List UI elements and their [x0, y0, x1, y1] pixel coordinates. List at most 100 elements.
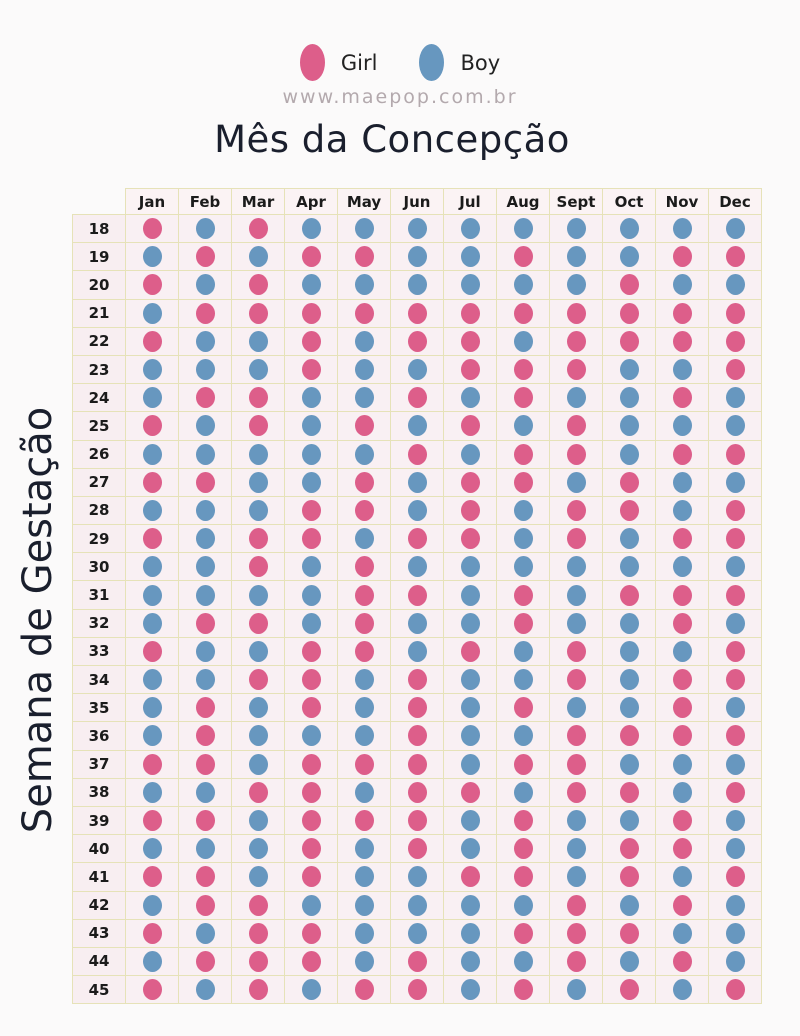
boy-dot-icon: [248, 753, 268, 775]
table-row: 23: [72, 354, 762, 385]
girl-dot-icon: [301, 330, 321, 352]
grid-cell: [496, 975, 550, 1005]
table-row: 18: [72, 213, 762, 244]
grid-cell: [337, 721, 391, 751]
table-row: 37: [72, 749, 762, 779]
girl-dot-icon: [513, 302, 533, 324]
grid-cell: [231, 608, 285, 638]
grid-cell: [337, 777, 391, 807]
grid-cell: [708, 693, 762, 723]
grid-cell: [549, 862, 603, 892]
boy-dot-icon: [195, 640, 215, 662]
grid-cell: [708, 664, 762, 695]
grid-cell: [708, 805, 762, 836]
grid-cell: [231, 890, 285, 920]
month-header-jan: Jan: [125, 188, 179, 215]
grid-cell: [549, 411, 603, 441]
boy-dot-icon: [301, 443, 321, 465]
grid-cell: [443, 495, 497, 526]
boy-dot-icon: [354, 218, 374, 240]
week-label: 26: [72, 439, 126, 469]
girl-dot-icon: [248, 302, 268, 324]
grid-cell: [284, 693, 338, 723]
girl-dot-icon: [725, 359, 745, 381]
girl-dot-icon: [725, 640, 745, 662]
boy-dot-icon: [248, 725, 268, 747]
girl-dot-icon: [407, 528, 427, 550]
grid-cell: [178, 890, 232, 920]
grid-cell: [655, 890, 709, 920]
girl-dot-icon: [299, 44, 325, 81]
grid-cell: [602, 298, 656, 328]
girl-dot-icon: [566, 781, 586, 803]
boy-dot-icon: [301, 556, 321, 578]
girl-dot-icon: [513, 838, 533, 860]
grid-cell: [390, 693, 444, 723]
grid-cell: [443, 213, 497, 244]
girl-dot-icon: [672, 528, 692, 550]
boy-dot-icon: [672, 753, 692, 775]
grid-cell: [337, 326, 391, 356]
girl-dot-icon: [672, 669, 692, 691]
grid-cell: [390, 946, 444, 977]
grid-cell: [549, 495, 603, 526]
boy-dot-icon: [354, 697, 374, 719]
girl-dot-icon: [725, 443, 745, 465]
grid-cell: [443, 834, 497, 864]
girl-dot-icon: [725, 528, 745, 550]
girl-dot-icon: [672, 725, 692, 747]
grid-cell: [337, 918, 391, 948]
boy-dot-icon: [672, 781, 692, 803]
boy-dot-icon: [619, 697, 639, 719]
boy-dot-icon: [301, 612, 321, 634]
boy-dot-icon: [195, 838, 215, 860]
girl-dot-icon: [301, 753, 321, 775]
grid-cell: [549, 354, 603, 385]
girl-dot-icon: [513, 471, 533, 493]
boy-dot-icon: [566, 810, 586, 832]
grid-cell: [178, 242, 232, 272]
grid-cell: [443, 946, 497, 977]
week-label: 38: [72, 777, 126, 807]
grid-cell: [496, 608, 550, 638]
boy-dot-icon: [248, 246, 268, 268]
boy-dot-icon: [301, 415, 321, 437]
girl-dot-icon: [195, 471, 215, 493]
grid-cell: [496, 354, 550, 385]
grid-cell: [496, 834, 550, 864]
girl-dot-icon: [566, 922, 586, 944]
legend: Girl Boy: [0, 44, 800, 81]
boy-dot-icon: [460, 894, 480, 916]
grid-cell: [708, 721, 762, 751]
grid-cell: [708, 834, 762, 864]
girl-dot-icon: [248, 894, 268, 916]
grid-cell: [337, 749, 391, 779]
girl-dot-icon: [566, 753, 586, 775]
grid-cell: [602, 608, 656, 638]
grid-cell: [549, 946, 603, 977]
grid-cell: [443, 326, 497, 356]
boy-dot-icon: [195, 528, 215, 550]
grid-cell: [655, 805, 709, 836]
week-label: 34: [72, 664, 126, 695]
girl-dot-icon: [407, 584, 427, 606]
grid-cell: [284, 354, 338, 385]
boy-dot-icon: [513, 556, 533, 578]
girl-dot-icon: [513, 359, 533, 381]
boy-dot-icon: [407, 922, 427, 944]
girl-dot-icon: [301, 838, 321, 860]
grid-cell: [125, 721, 179, 751]
boy-dot-icon: [354, 669, 374, 691]
girl-dot-icon: [619, 330, 639, 352]
girl-dot-icon: [301, 640, 321, 662]
grid-cell: [284, 213, 338, 244]
grid-cell: [602, 270, 656, 300]
grid-cell: [390, 467, 444, 497]
girl-dot-icon: [460, 471, 480, 493]
grid-cell: [443, 467, 497, 497]
girl-dot-icon: [195, 612, 215, 634]
boy-dot-icon: [195, 669, 215, 691]
week-label: 35: [72, 693, 126, 723]
boy-dot-icon: [672, 499, 692, 521]
girl-dot-icon: [672, 302, 692, 324]
